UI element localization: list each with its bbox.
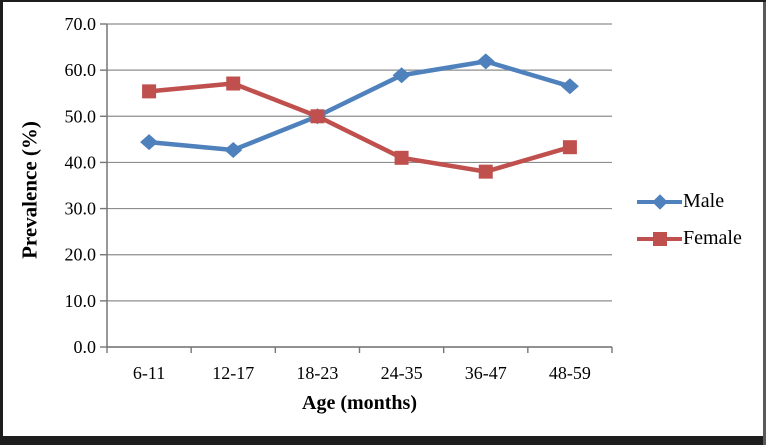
y-tick-label: 10.0 xyxy=(65,291,97,311)
x-tick-label: 48-59 xyxy=(549,363,591,383)
female-line-swatch xyxy=(637,231,682,246)
male-diamond-marker xyxy=(560,78,579,95)
legend-label-female: Female xyxy=(683,227,742,249)
y-tick-label: 0.0 xyxy=(74,337,97,357)
female-square-icon xyxy=(652,231,667,246)
x-tick-label: 24-35 xyxy=(381,363,423,383)
legend: Male Female xyxy=(637,188,742,252)
male-diamond-marker xyxy=(392,67,411,84)
male-diamond-marker xyxy=(140,134,159,151)
y-tick-label: 30.0 xyxy=(65,199,97,219)
male-diamond-icon xyxy=(651,193,668,210)
y-tick-label: 70.0 xyxy=(65,14,97,34)
x-tick-label: 18-23 xyxy=(296,363,338,383)
x-tick-label: 36-47 xyxy=(465,363,507,383)
female-square-marker xyxy=(310,109,325,124)
legend-item-female: Female xyxy=(637,225,742,252)
y-axis-title: Prevalence (%) xyxy=(17,121,42,259)
female-square-marker xyxy=(478,164,493,179)
male-line-swatch xyxy=(637,193,682,210)
female-series xyxy=(142,76,577,179)
x-axis-title: Age (months) xyxy=(302,392,417,414)
x-tick-label: 6-11 xyxy=(133,363,165,383)
male-diamond-marker xyxy=(224,141,243,158)
legend-label-male: Male xyxy=(683,190,725,212)
y-tick-labels: 0.0 10.0 20.0 30.0 40.0 50.0 60.0 70.0 xyxy=(65,14,97,357)
male-series-line xyxy=(146,59,573,153)
female-square-marker xyxy=(394,150,409,165)
x-tick-label: 12-17 xyxy=(212,363,254,383)
y-tick-label: 60.0 xyxy=(65,60,97,80)
x-tick-labels: 6-11 12-17 18-23 24-35 36-47 48-59 xyxy=(133,363,591,383)
axis-ticks xyxy=(100,23,613,353)
y-tick-label: 40.0 xyxy=(65,152,97,172)
male-series xyxy=(140,53,579,158)
female-series-line xyxy=(146,81,573,174)
y-tick-label: 50.0 xyxy=(65,106,97,126)
y-tick-label: 20.0 xyxy=(65,245,97,265)
gridlines xyxy=(107,23,612,348)
female-square-marker xyxy=(562,140,577,155)
legend-item-male: Male xyxy=(637,188,742,215)
female-square-marker xyxy=(142,84,157,99)
female-square-marker xyxy=(226,76,241,91)
male-diamond-marker xyxy=(476,53,495,70)
